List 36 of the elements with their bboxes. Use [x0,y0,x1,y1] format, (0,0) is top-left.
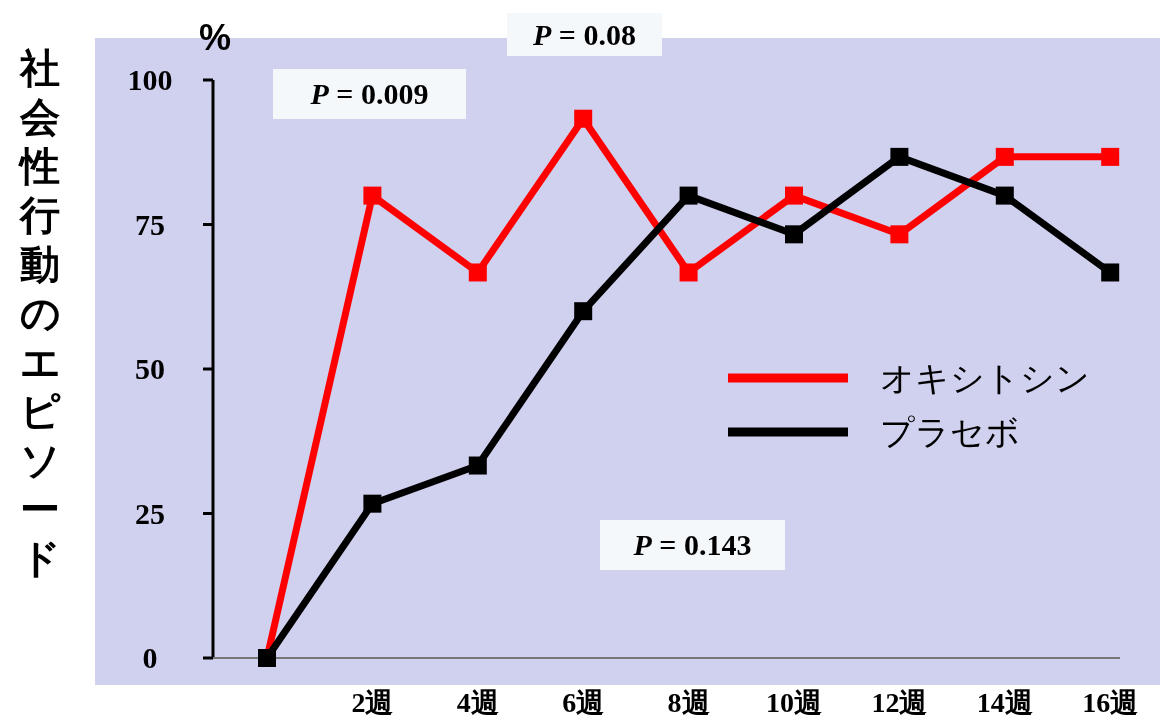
y-tick-label: 0 [142,641,158,674]
point [890,147,909,166]
text: P = 0.08 [532,17,636,51]
x-tick-label: 10週 [766,687,822,718]
point [785,186,803,205]
legend-label: オキシトシン [880,359,1090,397]
point [995,186,1014,205]
x-tick-label: 12週 [871,687,928,718]
y-tick-label: 50 [135,352,165,385]
y-tick-label: 75 [135,207,165,241]
legend-label: プラセボ [880,413,1020,451]
point [679,186,698,205]
point [1101,147,1120,166]
point [890,225,909,244]
text: % [198,17,232,58]
annotation: P = 0.009 [309,77,429,110]
text: 社会性行動のエピソード [19,46,61,580]
annotation: P = 0.143 [632,528,752,561]
x-tick-label: 8週 [667,687,710,718]
point [785,225,803,244]
point [679,263,698,282]
x-tick-label: 2週 [351,687,394,718]
point [468,263,487,282]
point [363,186,382,205]
point [1101,263,1120,282]
y-tick-label: 100 [127,63,173,96]
x-tick-label: 6週 [562,687,605,718]
x-tick-label: 4週 [456,687,499,718]
x-tick-label: 14週 [976,687,1033,718]
y-tick-label: 25 [135,496,165,530]
point [574,302,593,321]
x-tick-label: 16週 [1082,687,1139,718]
point [468,456,487,475]
point [574,109,593,128]
point [995,147,1014,166]
point [363,494,382,513]
